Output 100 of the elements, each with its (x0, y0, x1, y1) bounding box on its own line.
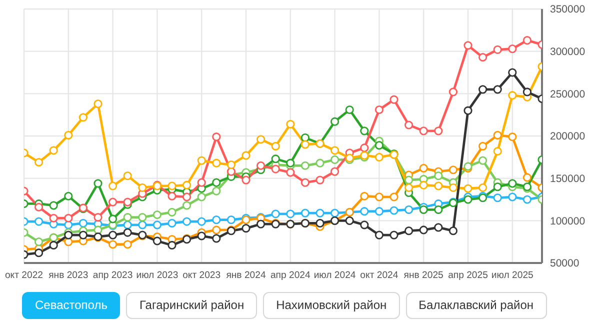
point (330, 155, 340, 164)
point (286, 158, 295, 168)
point (34, 217, 44, 226)
x-tick-label: окт 2022 (4, 270, 44, 281)
y-tick-label: 150000 (550, 173, 586, 186)
point (108, 198, 118, 206)
y-tick-label: 200000 (550, 130, 586, 143)
point (419, 164, 428, 172)
point (152, 236, 162, 246)
point (212, 216, 221, 224)
point (64, 230, 73, 240)
text: Балаклавский район (406, 292, 547, 319)
point (434, 182, 443, 190)
point (374, 207, 384, 216)
x-tick-label: янв 2023 (48, 270, 88, 281)
point (508, 44, 517, 54)
point (360, 126, 369, 136)
point (286, 168, 295, 177)
x-tick-label: июл 2023 (136, 270, 178, 281)
point (390, 192, 398, 202)
point (212, 226, 221, 234)
point (271, 142, 280, 150)
y-tick-label: 350000 (550, 4, 586, 16)
point (404, 176, 414, 184)
point (522, 173, 532, 182)
point (374, 192, 384, 202)
point (168, 192, 176, 200)
point (374, 152, 384, 162)
point (168, 240, 176, 250)
point (478, 156, 488, 165)
point (300, 178, 310, 187)
point (493, 146, 502, 156)
point (226, 216, 236, 224)
point (123, 212, 132, 222)
text: Севастополь (22, 292, 120, 319)
point (242, 224, 250, 233)
point (374, 141, 384, 150)
point (138, 183, 147, 192)
point (345, 105, 354, 114)
point (434, 171, 443, 180)
point (448, 226, 458, 236)
point (49, 214, 58, 222)
point (464, 41, 472, 50)
point (390, 95, 398, 104)
x-tick-label: окт 2023 (182, 270, 221, 281)
point (34, 238, 44, 246)
point (464, 195, 472, 204)
point (108, 182, 118, 190)
point (390, 230, 398, 240)
point (123, 198, 132, 206)
point (197, 192, 206, 202)
point (493, 45, 502, 54)
point (108, 214, 118, 224)
point (522, 36, 532, 45)
point (182, 180, 192, 190)
x-tick-label: янв 2025 (404, 270, 444, 281)
point (226, 160, 236, 170)
point (182, 201, 192, 210)
point (390, 206, 398, 215)
point (493, 182, 502, 192)
point (330, 117, 340, 126)
y-tick-label: 100000 (550, 215, 586, 228)
point (94, 100, 102, 108)
point (419, 180, 428, 190)
point (226, 167, 236, 176)
point (138, 212, 147, 222)
x-tick-label: апр 2023 (92, 270, 133, 281)
point (138, 220, 147, 230)
point (434, 205, 443, 214)
point (404, 120, 414, 130)
x-tick-label: окт 2024 (360, 270, 399, 281)
y-tick-label: 50000 (550, 258, 580, 270)
point (212, 178, 221, 187)
point (34, 158, 44, 167)
x-tick-label: июл 2024 (314, 270, 356, 281)
point (212, 158, 221, 168)
point (404, 183, 414, 192)
point (360, 220, 369, 230)
point (300, 133, 310, 142)
point (493, 85, 502, 94)
point (419, 126, 428, 136)
point (508, 91, 517, 100)
point (152, 210, 162, 220)
point (34, 202, 44, 212)
point (49, 201, 58, 210)
point (64, 238, 73, 246)
point (316, 158, 324, 168)
point (300, 161, 310, 170)
point (300, 208, 310, 218)
point (464, 184, 472, 193)
point (508, 179, 517, 188)
point (419, 226, 428, 234)
point (508, 68, 517, 77)
point (330, 208, 340, 218)
y-tick-label: 300000 (550, 46, 586, 58)
point (508, 192, 517, 202)
point (286, 120, 295, 128)
x-tick-label: янв 2024 (226, 270, 266, 281)
point (419, 205, 428, 214)
point (316, 208, 324, 218)
